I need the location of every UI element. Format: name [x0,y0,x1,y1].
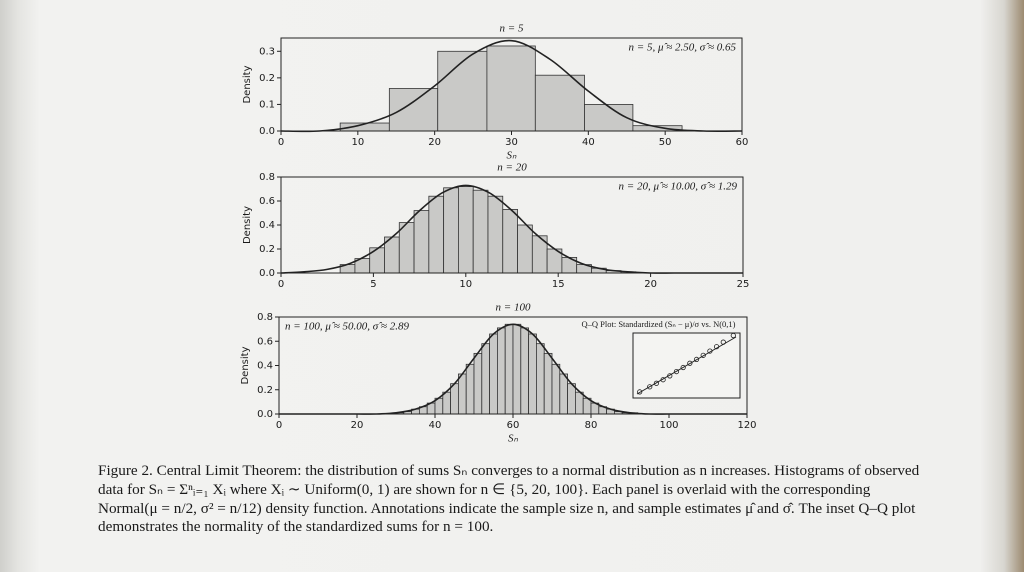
qq-point [647,384,653,390]
histogram-bar [428,195,445,274]
y-tick-label: 0.2 [257,385,273,396]
y-tick-label: 0.8 [259,172,275,183]
panel-annotation: n = 5, μ̂ ≈ 2.50, σ̂ ≈ 0.65 [629,42,737,54]
histogram-bar [543,352,553,415]
histogram-bar [489,333,498,415]
histogram-bar [496,327,506,415]
histogram-bar [487,195,504,274]
qq-point [730,332,736,339]
y-tick-label: 0.1 [259,99,275,110]
histogram-bar [536,343,545,415]
histogram-bar [465,363,475,415]
y-tick-label: 0.8 [257,312,273,323]
x-tick-label: 20 [351,420,364,431]
x-tick-label: 50 [659,137,672,148]
x-tick-label: 40 [429,420,442,431]
x-tick-label: 20 [644,279,657,290]
panel-title: n = 100 [496,302,531,314]
y-tick-label: 0.4 [259,220,275,231]
histogram-bar [486,45,536,132]
x-tick-label: 60 [507,420,520,431]
x-tick-label: 10 [351,137,364,148]
y-tick-label: 0.0 [259,126,275,137]
histogram-bar [388,88,439,132]
histogram-bar [443,187,459,274]
qq-point [720,339,726,345]
y-tick-label: 0.0 [257,409,273,420]
histogram-bar [472,189,489,274]
histogram-bar [437,50,488,132]
y-tick-label: 0.0 [259,268,275,279]
y-tick-label: 0.3 [259,46,275,57]
histogram-bar [575,391,584,415]
x-axis-label: Sₙ [507,150,518,162]
x-tick-label: 25 [737,279,750,290]
inset-reference-line [636,336,737,395]
qq-point [713,344,720,350]
x-tick-label: 120 [737,420,756,431]
qq-point [653,380,660,386]
x-tick-label: 60 [736,137,749,148]
histogram-bar [517,224,533,274]
histogram-bar [551,363,561,415]
histogram-bar [559,373,568,415]
panel-title: n = 20 [497,162,527,174]
x-tick-label: 100 [659,420,678,431]
y-tick-label: 0.2 [259,73,275,84]
qq-point [693,356,700,363]
density-curve [280,39,743,133]
qq-point [673,368,680,375]
x-tick-label: 30 [505,137,518,148]
x-tick-label: 80 [585,420,598,431]
panel-title: n = 5 [500,23,524,35]
y-tick-label: 0.6 [257,336,273,347]
histogram-bar [504,323,514,415]
panel-annotation: n = 20, μ̂ ≈ 10.00, σ̂ ≈ 1.29 [619,181,738,193]
figure: 0.00.10.20.30 10 20 30 40 50 60n = 5SₙDensityn… [240,23,757,445]
histogram-bar [450,383,459,415]
x-tick-label: 10 [459,279,472,290]
histogram-bar [457,373,467,415]
x-tick-label: 40 [582,137,595,148]
histogram-bar [458,186,474,274]
x-axis-label: Sₙ [508,433,519,445]
histogram-bar [512,323,522,415]
x-tick-label: 20 [428,137,441,148]
y-tick-label: 0.6 [259,196,275,207]
histogram-bar [473,352,483,415]
y-axis-label: Density [240,346,251,384]
histogram-bar [567,383,576,415]
histogram-bar [502,208,518,274]
qq-point [700,352,706,358]
qq-point [667,373,673,379]
histogram-bar [481,343,490,415]
histogram-bar [534,74,585,132]
qq-point [687,360,693,366]
figure-caption: Figure 2. Central Limit Theorem: the dis… [98,462,920,536]
histogram-bar [413,210,430,274]
qq-point [637,389,643,395]
y-axis-label: Density [242,206,253,244]
y-tick-label: 0.4 [257,361,273,372]
x-tick-label: 15 [552,279,565,290]
inset-title: Q–Q Plot: Standardized (Sₙ − μ)/σ vs. N(… [581,319,735,329]
histogram-bar [442,391,451,415]
y-axis-label: Density [242,65,253,103]
y-tick-label: 0.2 [259,244,275,255]
histogram-bar [398,222,415,274]
x-tick-label: 0 [278,137,284,148]
histogram-bar [584,104,634,132]
x-tick-label: 0 [278,279,284,290]
x-tick-label: 0 [276,420,282,431]
qq-point [680,364,686,371]
qq-point [660,377,666,383]
histogram-bar [520,327,529,415]
histogram-bar [528,333,537,415]
qq-point [707,348,713,354]
panel-annotation: n = 100, μ̂ ≈ 50.00, σ̂ ≈ 2.89 [285,321,409,333]
x-tick-label: 5 [370,279,376,290]
